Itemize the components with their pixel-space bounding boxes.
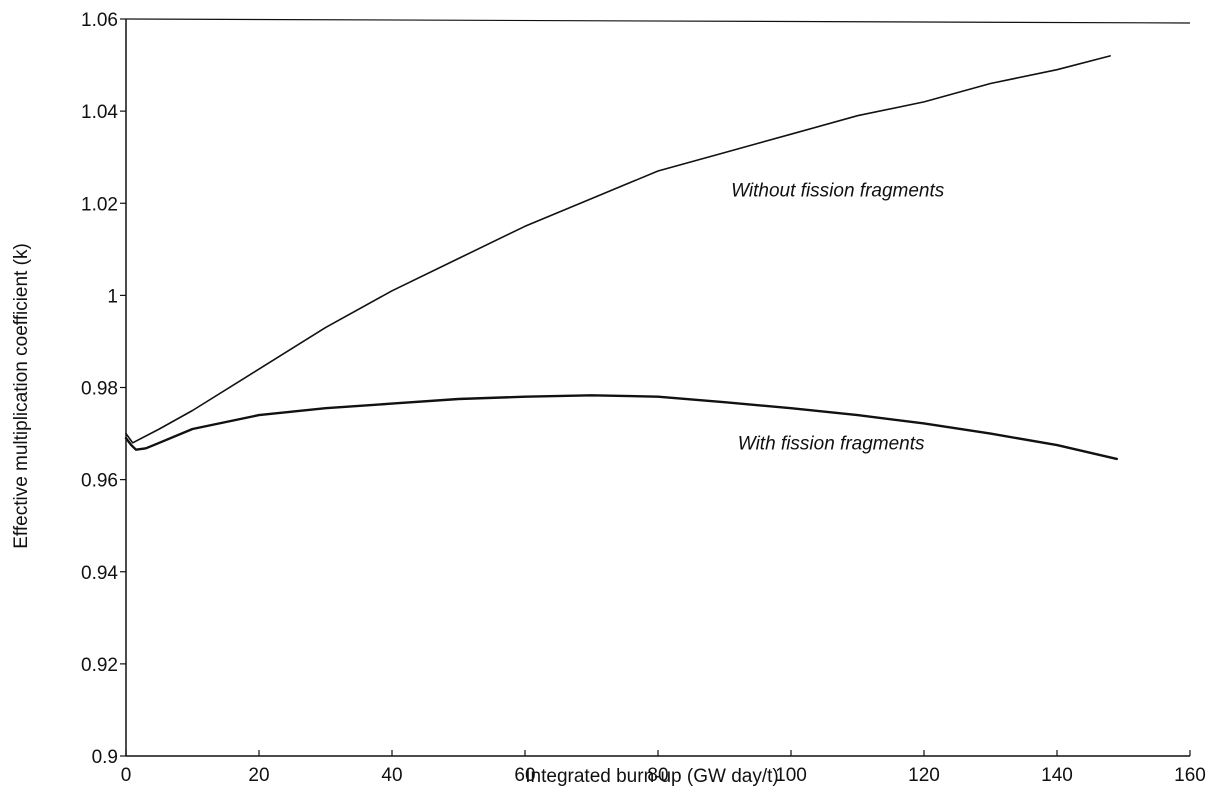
x-tick-label: 140 xyxy=(1041,765,1073,786)
x-tick-label: 20 xyxy=(248,765,269,786)
y-tick-label: 1.04 xyxy=(81,102,118,123)
x-tick-label: 60 xyxy=(514,765,535,786)
y-axis-title: Effective multiplication coefficient (k) xyxy=(11,243,32,549)
y-tick-label: 0.98 xyxy=(81,379,118,400)
y-tick-label: 0.92 xyxy=(81,655,118,676)
annotation-with-fission-fragments: With fission fragments xyxy=(738,434,925,455)
x-tick-label: 0 xyxy=(121,765,132,786)
x-tick-label: 40 xyxy=(381,765,402,786)
x-tick-label: 100 xyxy=(775,765,807,786)
y-tick-label: 0.96 xyxy=(81,471,118,492)
top-frame-line xyxy=(125,18,1191,24)
annotation-without-fission-fragments: Without fission fragments xyxy=(731,180,945,201)
y-tick-label: 0.9 xyxy=(92,747,118,768)
x-tick-label: 80 xyxy=(647,765,668,786)
x-axis-title: Integrated burn-up (GW day/t) xyxy=(525,766,778,787)
x-tick-label: 160 xyxy=(1174,765,1206,786)
y-tick-label: 1.06 xyxy=(81,10,118,31)
series-line-with-fission-fragments xyxy=(124,394,1119,461)
y-tick-label: 1.02 xyxy=(81,194,118,215)
y-tick-label: 1 xyxy=(107,286,118,307)
series-line-without-fission-fragments xyxy=(125,55,1111,444)
y-tick-label: 0.94 xyxy=(81,563,118,584)
x-tick-label: 120 xyxy=(908,765,940,786)
